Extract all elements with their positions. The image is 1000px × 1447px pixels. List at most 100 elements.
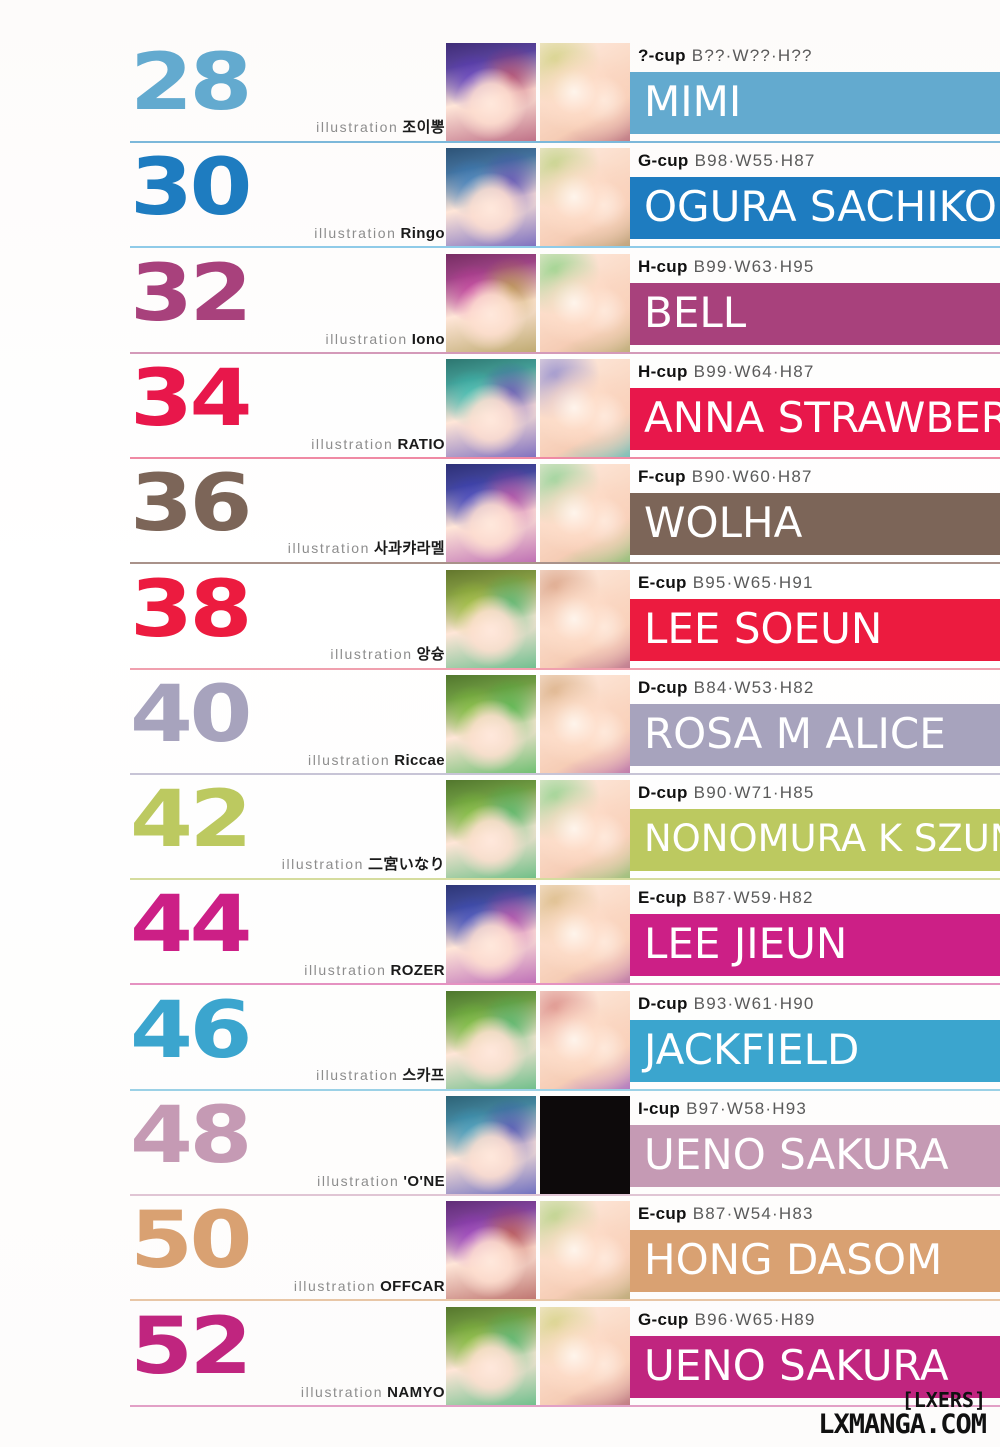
character-name-bar[interactable]: ANNA STRAWBERRY [630, 387, 1000, 450]
thumbnail-pair[interactable] [446, 1096, 630, 1194]
thumbnail-pair[interactable] [446, 253, 630, 352]
thumbnail-pair[interactable] [446, 1201, 630, 1300]
portrait-thumbnail[interactable] [446, 885, 536, 984]
illustrator-credit: illustration 스카프 [316, 1064, 445, 1085]
bwh-measurements: B99·W63·H95 [693, 256, 815, 276]
illustration-label: illustration [316, 119, 399, 135]
illustration-label: illustration [281, 856, 364, 873]
bwh-measurements: B87·W59·H82 [692, 888, 814, 908]
illustrator-name: 'O'NE [403, 1173, 445, 1190]
character-name-bar[interactable]: JACKFIELD [630, 1019, 1000, 1082]
portrait-thumbnail[interactable] [446, 1096, 536, 1194]
entry-row[interactable]: 44 illustration ROZER E-cup B87·W59·H82 LEE J… [0, 880, 1000, 986]
entry-row[interactable]: 28 illustration 조이뽕 ?-cup B??·W??·H?? MIMI [0, 38, 1000, 143]
body-thumbnail[interactable] [540, 1201, 630, 1300]
measurements-line: E-cup B95·W65·H91 [638, 573, 814, 593]
body-thumbnail[interactable] [540, 674, 630, 773]
bwh-measurements: B??·W??·H?? [691, 46, 813, 65]
body-thumbnail[interactable] [540, 990, 630, 1089]
thumbnail-art [540, 674, 630, 773]
page-number: 40 [130, 669, 252, 760]
character-name: OGURA SACHIKO [644, 182, 997, 232]
character-name-bar[interactable]: UENO SAKURA [630, 1335, 1000, 1398]
thumbnail-pair[interactable] [446, 464, 630, 563]
measurements-line: E-cup B87·W54·H83 [638, 1204, 814, 1224]
body-thumbnail[interactable] [540, 148, 630, 247]
cup-size: D-cup [638, 783, 688, 803]
measurements-line: D-cup B93·W61·H90 [638, 994, 815, 1014]
character-name-bar[interactable]: HONG DASOM [630, 1230, 1000, 1293]
illustrator-name: NAMYO [387, 1383, 445, 1401]
character-name-bar[interactable]: BELL [630, 282, 1000, 345]
portrait-thumbnail[interactable] [446, 990, 536, 1089]
page-number: 28 [130, 38, 252, 128]
portrait-thumbnail[interactable] [446, 780, 536, 879]
measurements-line: G-cup B96·W65·H89 [638, 1310, 816, 1330]
portrait-thumbnail[interactable] [446, 253, 536, 352]
entry-row[interactable]: 42 illustration 二宮いなり D-cup B90·W71·H85 NONOM… [0, 775, 1000, 881]
measurements-line: ?-cup B??·W??·H?? [638, 46, 813, 66]
entry-row[interactable]: 30 illustration Ringo G-cup B98·W55·H87 OGURA… [0, 143, 1000, 249]
portrait-thumbnail[interactable] [446, 1306, 536, 1405]
thumbnail-art [446, 1201, 536, 1300]
measurements-line: D-cup B84·W53·H82 [638, 678, 815, 698]
bwh-measurements: B93·W61·H90 [693, 993, 815, 1013]
character-name-bar[interactable]: UENO SAKURA [630, 1125, 1000, 1187]
portrait-thumbnail[interactable] [446, 569, 536, 668]
body-thumbnail[interactable] [540, 43, 630, 141]
character-name: HONG DASOM [644, 1235, 943, 1285]
entry-row[interactable]: 32 illustration Iono H-cup B99·W63·H95 BELL [0, 249, 1000, 354]
character-name-bar[interactable]: LEE JIEUN [630, 914, 1000, 977]
thumbnail-pair[interactable] [446, 43, 630, 141]
character-name-bar[interactable]: WOLHA [630, 493, 1000, 556]
thumbnail-pair[interactable] [446, 885, 630, 984]
illustration-label: illustration [330, 645, 413, 662]
character-name: UENO SAKURA [644, 1130, 949, 1180]
bwh-measurements: B99·W64·H87 [693, 361, 815, 381]
entry-row[interactable]: 48 illustration 'O'NE I-cup B97·W58·H93 UENO … [0, 1091, 1000, 1196]
thumbnail-pair[interactable] [446, 358, 630, 457]
character-name-bar[interactable]: OGURA SACHIKO [630, 177, 1000, 240]
character-name-bar[interactable]: LEE SOEUN [630, 598, 1000, 661]
cup-size: E-cup [638, 1204, 687, 1224]
illustrator-name: Iono [411, 330, 445, 348]
body-thumbnail[interactable] [540, 569, 630, 668]
cup-size: ?-cup [638, 46, 686, 65]
black-thumbnail[interactable] [540, 1096, 630, 1194]
thumbnail-pair[interactable] [446, 1306, 630, 1405]
body-thumbnail[interactable] [540, 780, 630, 879]
portrait-thumbnail[interactable] [446, 43, 536, 141]
entry-row[interactable]: 34 illustration RATIO H-cup B99·W64·H87 ANNA … [0, 354, 1000, 459]
thumbnail-art [446, 253, 536, 352]
character-name-bar[interactable]: MIMI [630, 72, 1000, 134]
portrait-thumbnail[interactable] [446, 464, 536, 563]
portrait-thumbnail[interactable] [446, 148, 536, 247]
body-thumbnail[interactable] [540, 1306, 630, 1405]
entry-row[interactable]: 38 illustration 앙슝 E-cup B95·W65·H91 LEE SOEU… [0, 565, 1000, 670]
illustrator-name: 조이뽕 [402, 119, 445, 136]
body-thumbnail[interactable] [540, 358, 630, 457]
thumbnail-pair[interactable] [446, 148, 630, 247]
portrait-thumbnail[interactable] [446, 358, 536, 457]
entry-row[interactable]: 40 illustration Riccae D-cup B84·W53·H82 ROSA… [0, 670, 1000, 775]
thumbnail-pair[interactable] [446, 674, 630, 773]
illustrator-credit: illustration NAMYO [301, 1384, 445, 1401]
thumbnail-pair[interactable] [446, 569, 630, 668]
entry-row[interactable]: 46 illustration 스카프 D-cup B93·W61·H90 JACKFIE… [0, 986, 1000, 1091]
body-thumbnail[interactable] [540, 464, 630, 563]
thumbnail-pair[interactable] [446, 990, 630, 1089]
portrait-thumbnail[interactable] [446, 674, 536, 773]
thumbnail-pair[interactable] [446, 780, 630, 879]
entry-row[interactable]: 50 illustration OFFCAR E-cup B87·W54·H83 HONG… [0, 1196, 1000, 1302]
portrait-thumbnail[interactable] [446, 1201, 536, 1300]
measurements-line: D-cup B90·W71·H85 [638, 783, 815, 803]
page-number: 50 [130, 1196, 252, 1287]
body-thumbnail[interactable] [540, 253, 630, 352]
entry-row[interactable]: 52 illustration NAMYO G-cup B96·W65·H89 UENO … [0, 1302, 1000, 1407]
character-name-bar[interactable]: NONOMURA K SZUNE [630, 809, 1000, 872]
character-name-bar[interactable]: ROSA M ALICE [630, 703, 1000, 766]
thumbnail-art [540, 464, 630, 563]
body-thumbnail[interactable] [540, 885, 630, 984]
entry-row[interactable]: 36 illustration 사과캬라멜 F-cup B90·W60·H87 WOLHA [0, 459, 1000, 565]
